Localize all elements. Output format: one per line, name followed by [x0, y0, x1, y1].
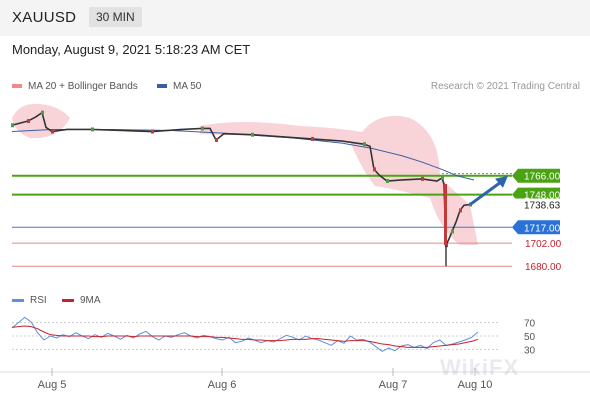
legend-swatch-rsi	[12, 298, 24, 302]
rsi-ma-line	[11, 325, 479, 348]
candle	[41, 110, 44, 115]
candle	[11, 123, 14, 128]
candle	[251, 132, 254, 137]
legend-ma50: MA 50	[157, 81, 201, 92]
candle	[201, 126, 204, 131]
legend-label-rsi: RSI	[30, 295, 47, 306]
legend-swatch-9ma	[62, 298, 74, 302]
level-tag	[512, 168, 560, 183]
candle	[311, 136, 314, 141]
projection-arrow	[469, 181, 501, 206]
level-tag	[512, 187, 560, 202]
candle	[27, 119, 30, 124]
bollinger-band-area	[200, 115, 478, 245]
symbol-label: XAUUSD	[12, 9, 77, 26]
bollinger-band-area	[12, 103, 70, 139]
rsi-tick-label: 70	[524, 319, 536, 330]
legend-label-ma20: MA 20 + Bollinger Bands	[28, 81, 138, 92]
legend-rsi: RSI	[12, 295, 47, 306]
legend-label-ma50: MA 50	[173, 81, 202, 92]
top-bar: XAUUSD 30 MIN	[0, 0, 590, 36]
level-label: 1680.00	[525, 262, 562, 273]
candle	[451, 229, 454, 234]
legend-9ma: 9MA	[62, 295, 101, 306]
projection-arrow-head	[495, 175, 508, 188]
legend-label-9ma: 9MA	[80, 295, 101, 306]
legend-swatch-ma20	[12, 84, 22, 89]
datetime-label: Monday, August 9, 2021 5:18:23 AM CET	[12, 42, 251, 57]
candle	[421, 176, 424, 181]
level-label: 1717.00	[524, 223, 561, 234]
x-tick-label: Aug 10	[458, 379, 493, 391]
level-label: 1766.00	[524, 172, 561, 183]
candle	[386, 179, 389, 184]
candle	[373, 167, 376, 172]
candle	[459, 208, 462, 213]
legend-ma20-bollinger: MA 20 + Bollinger Bands	[12, 81, 138, 92]
level-label: 1702.00	[525, 239, 562, 250]
candle	[215, 137, 218, 142]
rsi-tick-label: 50	[524, 332, 536, 343]
candle	[151, 129, 154, 134]
candle	[441, 175, 444, 180]
current-price-label: 1738.63	[524, 201, 561, 212]
current-price-tag	[514, 198, 560, 211]
candle	[363, 142, 366, 147]
x-tick-label: Aug 5	[38, 379, 67, 391]
rsi-tick-label: 30	[524, 345, 536, 356]
candle	[444, 184, 447, 246]
level-tag	[512, 220, 560, 235]
credit-text: Research © 2021 Trading Central	[430, 81, 580, 92]
level-label: 1748.00	[524, 191, 561, 202]
candle	[91, 127, 94, 132]
x-tick-label: Aug 7	[379, 379, 408, 391]
watermark-logo: WikiFX	[440, 355, 520, 380]
candle	[51, 129, 54, 134]
x-tick-label: Aug 6	[208, 379, 237, 391]
timeframe-button[interactable]: 30 MIN	[89, 7, 142, 27]
legend-swatch-ma50	[157, 84, 167, 89]
